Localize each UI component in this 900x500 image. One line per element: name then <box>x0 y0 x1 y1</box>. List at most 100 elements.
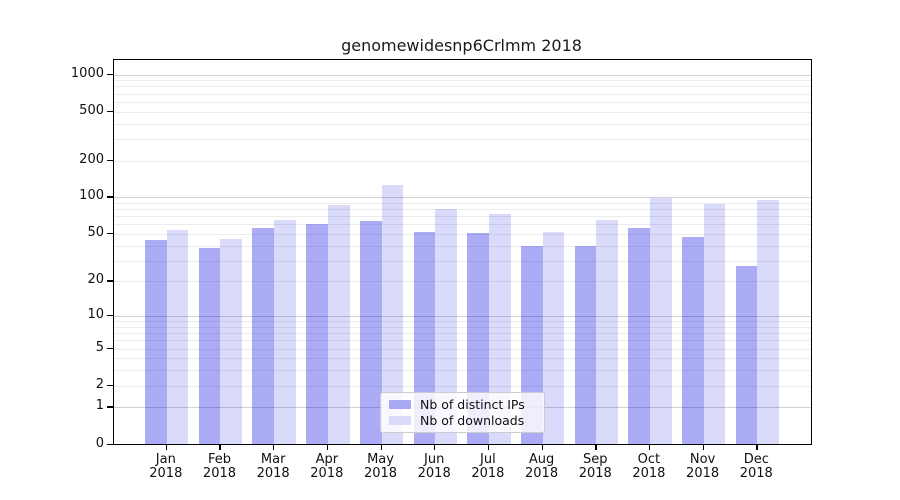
y-tick-label: 0 <box>95 435 104 451</box>
x-tick-label-mar: Mar 2018 <box>256 452 290 481</box>
x-tick-mark <box>273 443 275 450</box>
y-tick-mark <box>106 406 113 408</box>
x-tick-label-oct: Oct 2018 <box>632 452 666 481</box>
bar-downloads-oct <box>649 197 672 444</box>
bar-downloads-dec <box>757 200 779 444</box>
y-tick-mark <box>106 73 113 75</box>
x-tick-mark <box>595 443 597 450</box>
y-tick-mark <box>106 196 113 198</box>
y-tick-label: 1 <box>95 398 104 414</box>
y-tick-mark <box>106 159 113 161</box>
x-tick-label-jun: Jun 2018 <box>417 452 451 481</box>
legend-label-distinct-ips: Nb of distinct IPs <box>420 396 525 412</box>
x-tick-label-feb: Feb 2018 <box>202 452 237 481</box>
gridline-minor <box>114 358 811 360</box>
gridline-minor <box>114 281 811 283</box>
y-tick-mark <box>106 443 113 445</box>
gridline-minor <box>114 340 811 342</box>
x-tick-mark <box>702 443 704 450</box>
x-tick-mark <box>165 443 168 450</box>
gridline-minor <box>114 138 811 140</box>
gridline-minor <box>114 160 811 162</box>
plot-area <box>113 59 812 445</box>
y-tick-mark <box>106 384 113 386</box>
bar-distinct-ips-jan <box>145 240 167 444</box>
gridline-minor <box>114 101 811 103</box>
y-tick-label: 2 <box>95 376 104 392</box>
gridline-major <box>114 316 811 318</box>
y-tick-mark <box>106 347 113 349</box>
x-tick-label-dec: Dec 2018 <box>739 452 773 481</box>
gridline-minor <box>114 93 811 95</box>
bar-downloads-sep <box>596 220 618 444</box>
gridline-minor <box>114 321 811 323</box>
gridline-minor <box>114 86 811 88</box>
bar-downloads-apr <box>327 205 350 444</box>
gridline-major <box>114 197 811 199</box>
gridline-minor <box>114 224 811 226</box>
x-tick-label-may: May 2018 <box>363 452 398 481</box>
bar-distinct-ips-sep <box>574 246 597 444</box>
gridline-minor <box>114 209 811 211</box>
gridline-minor <box>114 260 811 262</box>
x-tick-mark <box>219 443 221 450</box>
gridline-major <box>114 74 811 76</box>
bar-downloads-jun <box>435 209 457 444</box>
x-tick-mark <box>541 443 543 450</box>
x-tick-label-nov: Nov 2018 <box>686 452 720 481</box>
bar-distinct-ips-oct <box>628 227 650 444</box>
gridline-minor <box>114 245 811 247</box>
gridline-minor <box>114 385 811 387</box>
legend-item-downloads: Nb of downloads <box>389 413 536 430</box>
x-tick-mark <box>487 443 490 450</box>
x-tick-mark <box>434 443 436 450</box>
bar-downloads-may <box>381 184 404 444</box>
y-tick-mark <box>106 110 113 112</box>
bar-distinct-ips-apr <box>306 223 328 444</box>
bar-downloads-aug <box>542 232 565 444</box>
legend-item-distinct-ips: Nb of distinct IPs <box>389 396 536 413</box>
x-tick-mark <box>326 443 329 450</box>
x-tick-label-sep: Sep 2018 <box>578 452 612 481</box>
x-tick-label-aug: Aug 2018 <box>525 452 559 481</box>
bar-distinct-ips-may <box>359 221 382 444</box>
gridline-minor <box>114 202 811 204</box>
bar-downloads-jul <box>488 214 511 444</box>
gridline-minor <box>114 80 811 82</box>
legend: Nb of distinct IPs Nb of downloads <box>380 392 545 433</box>
gridline-minor <box>114 216 811 218</box>
chart-title: genomewidesnp6Crlmm 2018 <box>341 36 582 55</box>
x-tick-label-apr: Apr 2018 <box>310 452 344 481</box>
y-tick-label: 50 <box>87 224 104 240</box>
gridline-minor <box>114 123 811 125</box>
bar-downloads-mar <box>274 219 296 444</box>
y-tick-label: 200 <box>79 151 104 167</box>
y-tick-label: 500 <box>79 102 104 118</box>
bar-distinct-ips-feb <box>198 247 221 444</box>
bar-downloads-nov <box>703 203 726 444</box>
y-tick-label: 1000 <box>70 65 104 81</box>
gridline-minor <box>114 326 811 328</box>
y-tick-label: 20 <box>87 272 104 288</box>
bar-distinct-ips-jul <box>467 233 489 444</box>
x-tick-mark <box>756 443 758 450</box>
x-tick-label-jan: Jan 2018 <box>149 452 183 481</box>
y-tick-mark <box>106 280 113 282</box>
gridline-minor <box>114 370 811 372</box>
y-tick-label: 5 <box>95 339 104 355</box>
y-tick-label: 100 <box>79 188 104 204</box>
bar-distinct-ips-jun <box>413 232 436 444</box>
bar-distinct-ips-dec <box>735 265 758 444</box>
bar-downloads-feb <box>220 238 243 444</box>
bar-distinct-ips-mar <box>252 228 275 444</box>
legend-swatch-ips <box>389 399 411 409</box>
y-tick-mark <box>106 232 113 235</box>
gridline-minor <box>114 333 811 335</box>
x-tick-label-jul: Jul 2018 <box>471 452 505 481</box>
bar-downloads-jan <box>166 230 189 444</box>
legend-swatch-downloads <box>389 416 411 426</box>
y-tick-mark <box>106 315 113 317</box>
gridline-minor <box>114 348 811 350</box>
x-tick-mark <box>648 443 651 450</box>
